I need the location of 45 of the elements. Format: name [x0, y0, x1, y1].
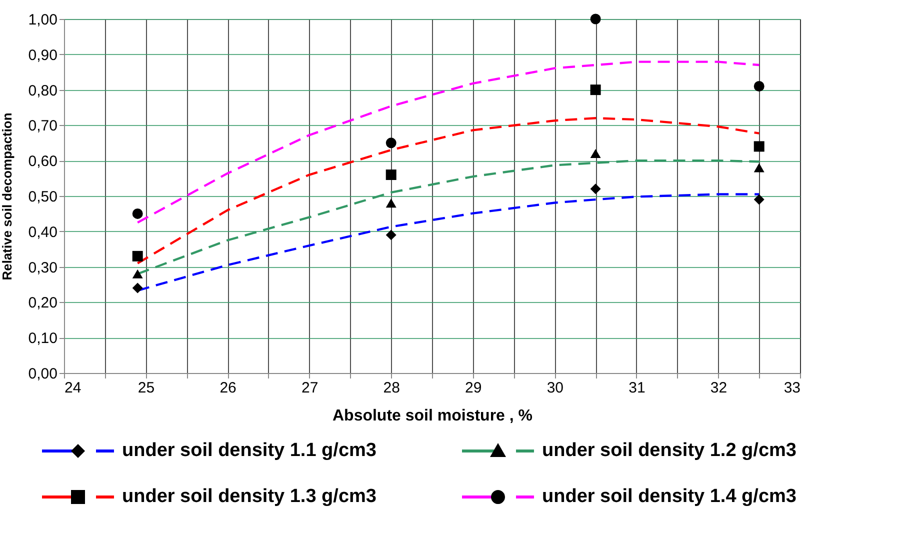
x-tick-label: 25: [138, 380, 155, 396]
point: [754, 194, 764, 205]
line-series: [136, 60, 760, 224]
y-tick-label: 0,10: [28, 330, 58, 348]
legend-label: under soil density 1.1 g/cm3: [122, 440, 376, 462]
y-tick-label: 0,60: [28, 153, 58, 170]
point: [386, 138, 396, 148]
x-tick-label: 28: [383, 380, 400, 396]
y-tick-label: 0,00: [28, 366, 58, 382]
point: [754, 141, 764, 152]
x-axis-title: Absolute soil moisture , %: [332, 408, 533, 424]
point: [590, 84, 601, 96]
point: [132, 208, 143, 219]
point: [386, 230, 396, 240]
y-tick-label: 0,20: [28, 294, 58, 312]
y-tick-label: 0,50: [28, 188, 58, 206]
x-tick-label: 33: [784, 380, 800, 396]
y-tick-label: 1,00: [28, 12, 58, 28]
line-series: [136, 117, 760, 264]
y-tick-label: 0,70: [28, 118, 58, 135]
point: [386, 170, 396, 180]
x-tick-label: 30: [546, 380, 564, 396]
y-tick-label: 0,30: [28, 259, 58, 276]
y-tick-label: 0,40: [28, 224, 58, 241]
x-tick-label: 27: [301, 380, 318, 396]
x-tick-label: 32: [710, 380, 728, 396]
point: [132, 282, 143, 294]
y-tick-label: 0,80: [28, 82, 58, 100]
y-tick-label: 0,90: [28, 46, 58, 64]
legend-label: under soil density 1.3 g/cm3: [122, 486, 376, 508]
point: [132, 269, 143, 278]
legend-label: under soil density 1.2 g/cm3: [542, 440, 796, 462]
point: [132, 250, 143, 262]
x-tick-label: 29: [465, 380, 482, 396]
x-tick-label: 24: [64, 380, 82, 396]
point: [590, 14, 601, 24]
point: [754, 81, 764, 92]
x-tick-label: 31: [628, 380, 646, 396]
x-tick-label: 26: [220, 380, 236, 396]
point: [590, 184, 601, 194]
y-axis-title: Relative soil decompaction: [0, 112, 14, 280]
legend-label: under soil density 1.4 g/cm3: [542, 486, 796, 508]
point: [754, 163, 764, 172]
point: [590, 148, 601, 158]
point: [386, 198, 396, 208]
